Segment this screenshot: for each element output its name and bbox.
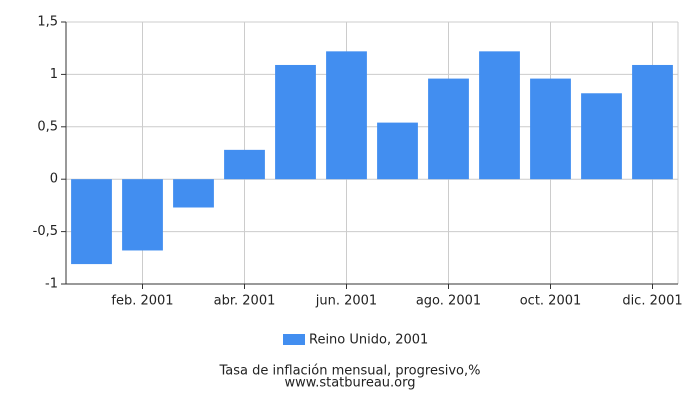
y-tick-label: 0,5 xyxy=(37,119,58,134)
y-tick-label: -0,5 xyxy=(33,224,58,239)
x-tick-label: abr. 2001 xyxy=(214,294,276,309)
bar xyxy=(479,51,520,180)
bar xyxy=(581,93,622,180)
legend-label: Reino Unido, 2001 xyxy=(309,333,428,348)
x-tick-label: ago. 2001 xyxy=(416,294,481,309)
y-tick-label: 1,5 xyxy=(37,15,58,30)
bar xyxy=(122,179,163,251)
x-tick-label: oct. 2001 xyxy=(520,294,582,309)
bar xyxy=(275,64,316,180)
y-tick-label: 1 xyxy=(50,67,58,82)
bar xyxy=(173,179,214,208)
bar xyxy=(632,64,673,180)
legend-swatch xyxy=(283,334,305,345)
bar xyxy=(530,78,571,180)
x-tick-label: jun. 2001 xyxy=(315,294,377,309)
bar xyxy=(377,122,418,180)
bar xyxy=(224,149,265,180)
y-tick-label: 0 xyxy=(50,172,58,187)
x-tick-label: feb. 2001 xyxy=(111,294,173,309)
x-tick-label: dic. 2001 xyxy=(622,294,682,309)
chart-title: Tasa de inflación mensual, progresivo,% xyxy=(219,364,481,379)
y-tick-label: -1 xyxy=(45,277,58,292)
bar xyxy=(71,179,112,265)
bar xyxy=(428,78,469,180)
bar xyxy=(326,51,367,180)
chart-subtitle: www.statbureau.org xyxy=(285,376,416,391)
